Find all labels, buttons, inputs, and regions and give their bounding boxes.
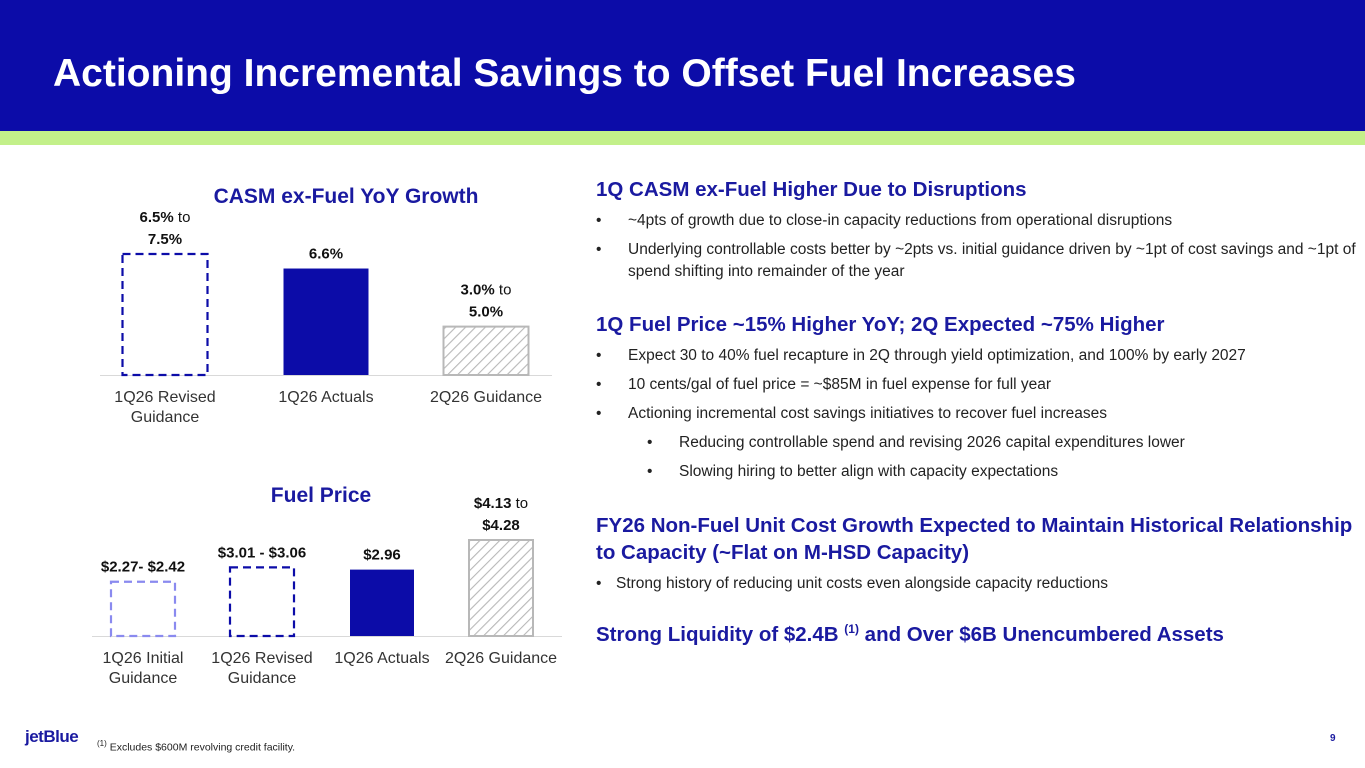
data-label-connector: to	[511, 495, 528, 512]
bullet-item: Expect 30 to 40% fuel recapture in 2Q th…	[596, 345, 1356, 367]
sub-bullet-item: Slowing hiring to better align with capa…	[596, 461, 1356, 483]
section-liquidity: Strong Liquidity of $2.4B (1) and Over $…	[596, 621, 1356, 648]
accent-stripe	[0, 131, 1365, 145]
data-label-connector: to	[174, 209, 191, 226]
data-label: $4.13 to	[474, 495, 528, 512]
category-label: Guidance	[131, 409, 200, 426]
data-label: $2.96	[363, 547, 401, 564]
page-number: 9	[1330, 733, 1336, 744]
data-label-value: $2.27- $2.42	[101, 559, 185, 576]
data-label: 6.6%	[309, 246, 343, 263]
data-label-value: $2.96	[363, 547, 401, 564]
category-label: 1Q26 Actuals	[334, 650, 429, 667]
liquidity-heading-text: Strong Liquidity of $2.4B	[596, 623, 845, 646]
category-label: 2Q26 Guidance	[430, 389, 542, 406]
category-label: 2Q26 Guidance	[445, 650, 557, 667]
category-label: Guidance	[228, 670, 297, 687]
chart-title-casm: CASM ex-Fuel YoY Growth	[213, 185, 479, 208]
footnote: (1) Excludes $600M revolving credit faci…	[97, 739, 295, 754]
data-label-value: 5.0%	[469, 304, 503, 321]
bar	[350, 569, 414, 636]
bar	[228, 566, 296, 638]
section-unit-cost: FY26 Non-Fuel Unit Cost Growth Expected …	[596, 512, 1356, 595]
section-heading-liquidity: Strong Liquidity of $2.4B (1) and Over $…	[596, 621, 1356, 648]
data-label: 6.5% to	[140, 209, 191, 226]
bar	[468, 539, 534, 637]
category-label: 1Q26 Revised	[114, 389, 215, 406]
category-label: 1Q26 Actuals	[278, 389, 373, 406]
footnote-marker: (1)	[97, 739, 107, 748]
jetblue-logo: jetBlue	[25, 727, 79, 746]
bar	[121, 252, 209, 377]
section-casm: 1Q CASM ex-Fuel Higher Due to Disruption…	[596, 176, 1356, 283]
data-label-value: $4.13	[474, 495, 512, 512]
data-label-value: 6.6%	[309, 246, 343, 263]
category-label: 1Q26 Initial	[103, 650, 184, 667]
section-fuel: 1Q Fuel Price ~15% Higher YoY; 2Q Expect…	[596, 311, 1356, 483]
bullet-item: Actioning incremental cost savings initi…	[596, 403, 1356, 425]
page-title: Actioning Incremental Savings to Offset …	[53, 52, 1076, 95]
bar	[442, 325, 530, 377]
data-label-value: $3.01 - $3.06	[218, 544, 306, 561]
section-heading-casm: 1Q CASM ex-Fuel Higher Due to Disruption…	[596, 178, 1027, 201]
data-label: $3.01 - $3.06	[218, 544, 306, 561]
bar	[109, 580, 177, 638]
category-label: 1Q26 Revised	[211, 650, 312, 667]
data-label-value: $4.28	[482, 517, 520, 534]
sub-bullet-item: Reducing controllable spend and revising…	[596, 432, 1356, 454]
bar	[283, 268, 369, 375]
section-heading-fuel: 1Q Fuel Price ~15% Higher YoY; 2Q Expect…	[596, 313, 1165, 336]
data-label-value: 3.0%	[461, 282, 495, 299]
bullet-item: 10 cents/gal of fuel price = ~$85M in fu…	[596, 374, 1356, 396]
category-label: Guidance	[109, 670, 178, 687]
chart-title-fuel: Fuel Price	[270, 484, 372, 507]
footnote-text: Excludes $600M revolving credit facility…	[106, 741, 296, 754]
bullet-item: ~4pts of growth due to close-in capacity…	[596, 210, 1356, 232]
commentary-column: 1Q CASM ex-Fuel Higher Due to Disruption…	[596, 176, 1356, 648]
bullet-item: Underlying controllable costs better by …	[596, 239, 1356, 283]
data-label: 3.0% to	[461, 282, 512, 299]
data-label: $2.27- $2.42	[101, 559, 185, 576]
liquidity-heading-text-end: and Over $6B Unencumbered Assets	[858, 623, 1224, 646]
data-label-value: 6.5%	[140, 209, 174, 226]
footnote-ref: (1)	[844, 622, 859, 637]
section-heading-unit-cost: FY26 Non-Fuel Unit Cost Growth Expected …	[596, 514, 1353, 564]
bullet-item: Strong history of reducing unit costs ev…	[596, 573, 1356, 595]
title-banner: Actioning Incremental Savings to Offset …	[0, 0, 1365, 131]
data-label-connector: to	[495, 282, 512, 299]
data-label-value: 7.5%	[148, 231, 182, 248]
